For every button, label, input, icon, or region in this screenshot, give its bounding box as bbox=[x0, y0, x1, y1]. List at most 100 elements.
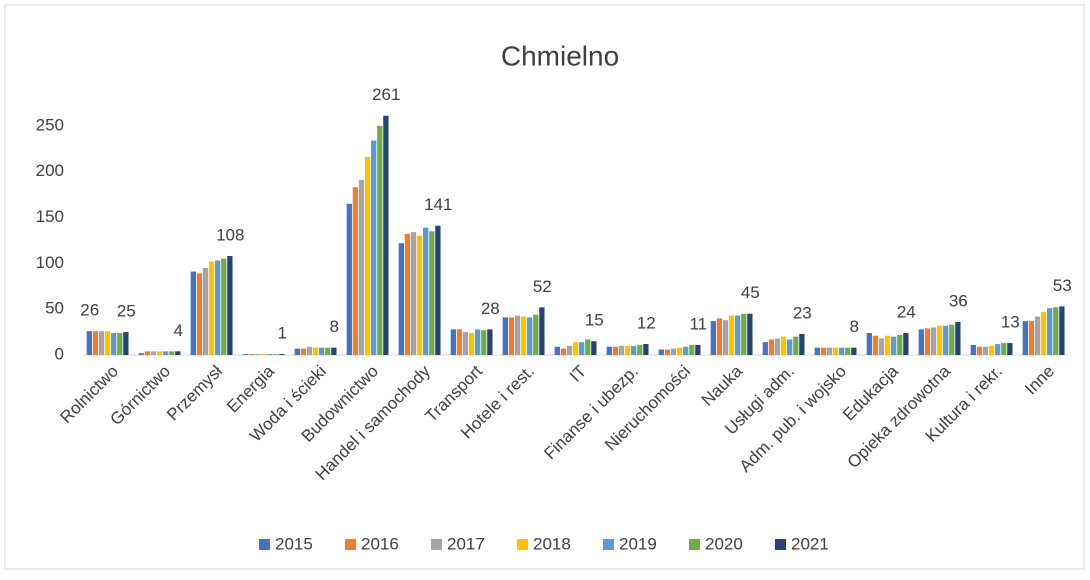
data-label: 23 bbox=[793, 303, 812, 322]
bar bbox=[456, 329, 463, 355]
data-label: 36 bbox=[949, 291, 968, 310]
bar bbox=[683, 346, 689, 355]
bar bbox=[1028, 321, 1035, 355]
bar bbox=[676, 347, 683, 355]
data-label: 4 bbox=[174, 321, 183, 340]
bar bbox=[423, 227, 429, 355]
bar bbox=[468, 333, 475, 355]
legend-label: 2018 bbox=[533, 534, 571, 553]
bar bbox=[169, 351, 175, 355]
bar bbox=[774, 338, 781, 355]
data-label: 45 bbox=[741, 283, 760, 302]
data-label: 24 bbox=[897, 302, 916, 321]
bar bbox=[481, 330, 487, 355]
bar bbox=[208, 261, 215, 355]
bar bbox=[416, 235, 423, 355]
bar bbox=[300, 348, 307, 355]
legend-swatch bbox=[259, 539, 270, 550]
bar bbox=[606, 346, 612, 355]
bar bbox=[747, 313, 753, 355]
bar bbox=[111, 333, 117, 355]
legend-swatch bbox=[689, 539, 700, 550]
bar bbox=[508, 317, 515, 355]
bar bbox=[695, 344, 701, 355]
bar bbox=[1047, 308, 1053, 355]
bar bbox=[175, 351, 181, 355]
bar bbox=[150, 351, 157, 355]
bar bbox=[502, 317, 508, 355]
chart-frame bbox=[4, 4, 1085, 570]
bar bbox=[891, 336, 897, 355]
data-label: 1 bbox=[278, 324, 287, 343]
bar bbox=[689, 344, 695, 355]
data-label: 13 bbox=[1001, 313, 1020, 332]
data-label: 261 bbox=[372, 85, 400, 104]
legend-label: 2019 bbox=[619, 534, 657, 553]
bar bbox=[104, 331, 111, 355]
data-label: 8 bbox=[330, 317, 339, 336]
data-label: 11 bbox=[689, 314, 707, 333]
bar bbox=[190, 271, 196, 355]
bar bbox=[539, 307, 545, 355]
chart-title: Chmielno bbox=[501, 40, 619, 71]
legend-swatch bbox=[517, 539, 528, 550]
bar bbox=[331, 347, 337, 355]
bar bbox=[248, 354, 255, 355]
bar bbox=[658, 349, 664, 355]
bar bbox=[267, 354, 273, 355]
bar bbox=[866, 333, 872, 355]
bar bbox=[92, 331, 99, 355]
legend-swatch bbox=[603, 539, 614, 550]
data-label: 15 bbox=[585, 311, 604, 330]
bar bbox=[144, 351, 151, 355]
bar bbox=[768, 339, 775, 355]
bar bbox=[943, 325, 949, 355]
bar bbox=[884, 335, 891, 355]
legend-label: 2020 bbox=[705, 534, 743, 553]
legend-swatch bbox=[775, 539, 786, 550]
bar bbox=[260, 354, 267, 355]
bar bbox=[664, 349, 671, 355]
bar bbox=[312, 347, 319, 355]
y-tick-label: 200 bbox=[36, 161, 64, 180]
bar bbox=[462, 332, 469, 355]
bar bbox=[820, 347, 827, 355]
bar bbox=[364, 157, 371, 355]
bar bbox=[624, 345, 631, 355]
bar bbox=[936, 325, 943, 355]
bar bbox=[799, 333, 805, 355]
bar bbox=[982, 346, 989, 355]
bar bbox=[631, 345, 637, 355]
bar bbox=[995, 344, 1001, 355]
bar bbox=[728, 315, 735, 355]
data-label: 108 bbox=[216, 225, 244, 244]
bar bbox=[716, 318, 723, 355]
bar bbox=[319, 347, 325, 355]
bar bbox=[722, 320, 729, 355]
bar bbox=[918, 329, 924, 355]
bar bbox=[527, 317, 533, 355]
bar bbox=[762, 342, 768, 355]
y-tick-label: 250 bbox=[36, 115, 64, 134]
data-label: 53 bbox=[1053, 276, 1072, 295]
bar bbox=[710, 321, 716, 355]
bar bbox=[741, 313, 747, 355]
bar bbox=[572, 342, 579, 355]
bar bbox=[780, 336, 787, 355]
bar bbox=[793, 336, 799, 355]
bar bbox=[98, 331, 105, 355]
bar bbox=[450, 329, 456, 355]
legend-swatch bbox=[345, 539, 356, 550]
bar bbox=[930, 327, 937, 355]
bar bbox=[897, 334, 903, 355]
data-label: 8 bbox=[850, 317, 859, 336]
bar bbox=[377, 125, 383, 355]
bar bbox=[358, 179, 365, 355]
bar bbox=[851, 347, 857, 355]
bar bbox=[839, 347, 845, 355]
bar bbox=[404, 234, 411, 355]
bar bbox=[903, 333, 909, 355]
bar bbox=[156, 351, 163, 355]
bar bbox=[398, 243, 404, 355]
data-label: 26 bbox=[80, 301, 99, 320]
